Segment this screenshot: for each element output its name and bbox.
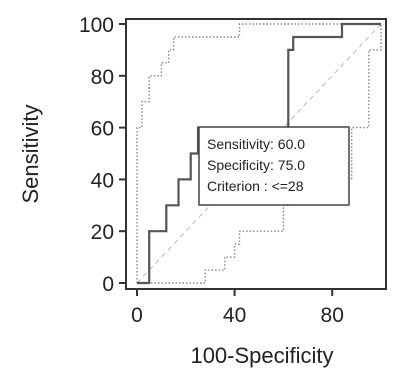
plot-frame: [125, 18, 387, 290]
y-tick-label: 80: [91, 66, 114, 89]
y-tick-label: 0: [102, 273, 114, 296]
y-tick-label: 20: [91, 221, 114, 244]
annotation-line: Criterion : <=28: [207, 178, 304, 194]
y-tick-label: 60: [91, 118, 114, 141]
axis-ticks: 0 20 40 60 80 100 0 40 80: [79, 14, 344, 327]
y-tick-label: 100: [79, 14, 114, 37]
x-tick-label: 0: [131, 304, 143, 327]
x-axis-title: 100-Specificity: [190, 343, 333, 368]
annotation-line: Sensitivity: 60.0: [207, 136, 305, 152]
y-axis-title: Sensitivity: [18, 104, 43, 203]
roc-line: [137, 22, 381, 285]
y-tick-label: 40: [91, 169, 114, 192]
upper-confidence-bound-line: [136, 23, 381, 283]
criterion-annotation: Sensitivity: 60.0 Specificity: 75.0 Criter…: [198, 126, 350, 206]
annotation-line: Specificity: 75.0: [207, 157, 305, 173]
x-tick-label: 80: [321, 304, 344, 327]
x-tick-label: 40: [223, 304, 246, 327]
series-layer: [136, 22, 382, 285]
annotation-box: [198, 126, 350, 206]
